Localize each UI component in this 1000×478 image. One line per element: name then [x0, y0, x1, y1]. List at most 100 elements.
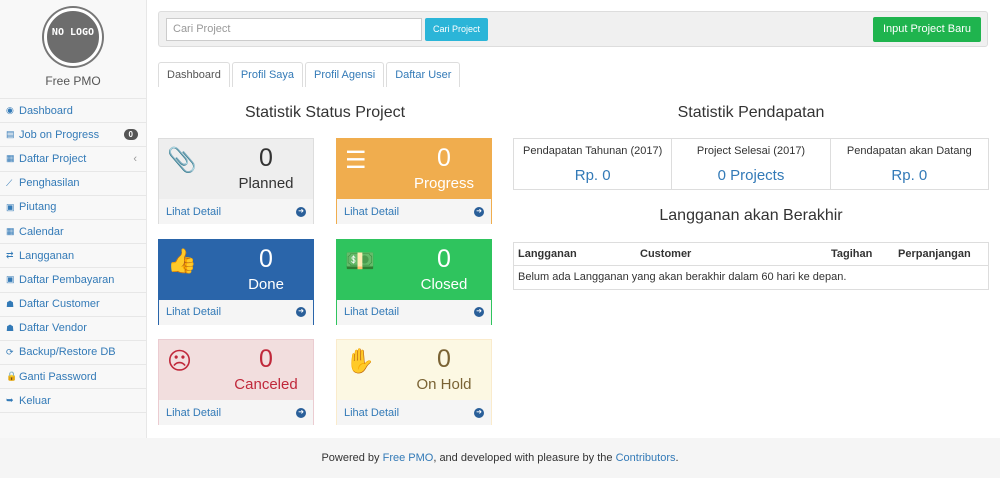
status-card-planned: 📎 0 Planned Lihat Detail ➜ — [158, 138, 314, 224]
money-icon: ▣ — [6, 274, 15, 285]
status-card-progress: ☰ 0 Progress Lihat Detail ➜ — [336, 138, 492, 224]
sidebar-item-label: Langganan — [19, 249, 75, 262]
status-card-closed: 💵 0 Closed Lihat Detail ➜ — [336, 238, 492, 325]
view-detail-label: Lihat Detail — [344, 205, 400, 218]
income-stat: Pendapatan akan Datang Rp. 0 — [831, 139, 988, 189]
sidebar-item-langganan[interactable]: ⇄ Langganan — [0, 244, 146, 269]
arrow-circle-right-icon: ➜ — [296, 206, 306, 217]
sidebar-item-backup-restore-db[interactable]: ⟳ Backup/Restore DB — [0, 341, 146, 366]
view-detail-link[interactable]: Lihat Detail ➜ — [337, 400, 491, 425]
arrow-circle-right-icon: ➜ — [474, 206, 484, 217]
search-button[interactable]: Cari Project — [425, 18, 489, 41]
view-detail-link[interactable]: Lihat Detail ➜ — [159, 299, 313, 325]
sidebar-item-job-on-progress[interactable]: ▤ Job on Progress 0 — [0, 123, 146, 148]
card-body: ☹ 0 Canceled — [159, 340, 313, 400]
sidebar: NO LOGO Free PMO ◉ Dashboard ▤ Job on Progr… — [0, 0, 147, 438]
hand-stop-icon: ✋ — [345, 348, 375, 375]
tab-dashboard[interactable]: Dashboard — [158, 62, 230, 87]
tab-profil-agensi[interactable]: Profil Agensi — [305, 62, 385, 87]
line-chart-icon: ⟋ — [6, 177, 13, 188]
sidebar-item-label: Daftar Pembayaran — [19, 273, 115, 286]
new-project-button[interactable]: Input Project Baru — [872, 17, 981, 42]
sidebar-item-piutang[interactable]: ▣ Piutang — [0, 196, 146, 220]
income-stat: Project Selesai (2017) 0 Projects — [672, 139, 831, 189]
retweet-icon: ⇄ — [6, 250, 14, 261]
view-detail-link[interactable]: Lihat Detail ➜ — [159, 199, 313, 224]
brand-name: Free PMO — [45, 74, 101, 88]
expiring-table: Langganan Customer Tagihan Perpanjangan … — [513, 242, 989, 290]
table-header: Langganan Customer Tagihan Perpanjangan — [514, 243, 988, 266]
sidebar-item-penghasilan[interactable]: ⟋ Penghasilan — [0, 172, 146, 196]
card-count: 0 — [437, 144, 451, 172]
free-pmo-link[interactable]: Free PMO — [382, 452, 434, 464]
footer: Powered by Free PMO, and developed with … — [0, 438, 1000, 478]
column-header: Customer — [640, 248, 692, 260]
sidebar-item-label: Calendar — [19, 225, 64, 238]
column-header: Tagihan — [831, 248, 873, 260]
tab-daftar-user[interactable]: Daftar User — [386, 62, 461, 87]
expiring-title: Langganan akan Berakhir — [659, 207, 843, 224]
card-label: Done — [248, 275, 284, 293]
stat-label: Project Selesai (2017) — [696, 145, 806, 157]
sidebar-item-label: Backup/Restore DB — [19, 346, 116, 359]
footer-text: . — [675, 452, 679, 464]
sidebar-item-daftar-customer[interactable]: ☗ Daftar Customer — [0, 293, 146, 317]
count-badge: 0 — [123, 129, 138, 141]
users-icon: ☗ — [6, 322, 15, 333]
card-body: 👍 0 Done — [159, 239, 313, 300]
card-label: Canceled — [234, 376, 298, 393]
income-stats: Pendapatan Tahunan (2017) Rp. 0 Project Se… — [513, 138, 989, 190]
thumbs-up-icon: 👍 — [167, 247, 197, 275]
sidebar-item-keluar[interactable]: ➥ Keluar — [0, 389, 146, 414]
card-count: 0 — [259, 144, 273, 172]
view-detail-label: Lihat Detail — [166, 205, 222, 218]
arrow-circle-right-icon: ➜ — [296, 407, 306, 418]
sidebar-item-daftar-project[interactable]: ▦ Daftar Project ‹ — [0, 147, 146, 172]
sign-out-icon: ➥ — [6, 395, 14, 406]
view-detail-link[interactable]: Lihat Detail ➜ — [159, 400, 313, 425]
sidebar-item-daftar-vendor[interactable]: ☗ Daftar Vendor — [0, 317, 146, 341]
view-detail-link[interactable]: Lihat Detail ➜ — [337, 299, 491, 325]
sidebar-item-label: Ganti Password — [19, 370, 97, 383]
status-card-done: 👍 0 Done Lihat Detail ➜ — [158, 238, 314, 325]
paperclip-icon: 📎 — [167, 147, 197, 174]
empty-row: Belum ada Langganan yang akan berakhir d… — [518, 271, 847, 283]
arrow-circle-right-icon: ➜ — [474, 407, 484, 418]
chevron-left-icon[interactable]: ‹ — [133, 152, 137, 165]
sidebar-nav: ◉ Dashboard ▤ Job on Progress 0 ▦ Daftar Proje… — [0, 98, 146, 414]
stat-value: Rp. 0 — [574, 167, 611, 184]
sidebar-item-dashboard[interactable]: ◉ Dashboard — [0, 99, 146, 124]
view-detail-label: Lihat Detail — [166, 406, 222, 419]
stat-label: Pendapatan Tahunan (2017) — [523, 145, 663, 157]
tab-profil-saya[interactable]: Profil Saya — [231, 62, 304, 87]
sidebar-item-ganti-password[interactable]: 🔒 Ganti Password — [0, 365, 146, 390]
status-title: Statistik Status Project — [244, 104, 406, 121]
arrow-circle-right-icon: ➜ — [296, 307, 306, 317]
card-count: 0 — [437, 244, 451, 273]
tasks-icon: ▤ — [6, 129, 15, 140]
view-detail-link[interactable]: Lihat Detail ➜ — [337, 199, 491, 224]
sidebar-item-label: Daftar Customer — [19, 298, 100, 311]
dashboard-icon: ◉ — [6, 105, 14, 116]
server-icon: ☰ — [345, 147, 367, 174]
income-stat: Pendapatan Tahunan (2017) Rp. 0 — [514, 139, 673, 189]
card-body: ☰ 0 Progress — [337, 139, 491, 199]
stat-value: 0 Projects — [717, 167, 785, 184]
users-icon: ☗ — [6, 298, 15, 309]
stat-label: Pendapatan akan Datang — [846, 145, 972, 157]
lock-icon: 🔒 — [6, 371, 18, 382]
sidebar-item-label: Job on Progress — [19, 128, 100, 141]
sidebar-item-label: Dashboard — [19, 104, 73, 117]
money-icon: 💵 — [345, 247, 375, 275]
contributors-link[interactable]: Contributors — [615, 452, 676, 464]
sidebar-item-calendar[interactable]: ▦ Calendar — [0, 220, 146, 245]
sidebar-item-label: Piutang — [19, 201, 57, 214]
search-input[interactable]: Cari Project — [166, 18, 422, 41]
footer-text: Powered by — [321, 452, 383, 464]
sidebar-item-daftar-pembayaran[interactable]: ▣ Daftar Pembayaran — [0, 268, 146, 293]
card-count: 0 — [259, 345, 273, 373]
refresh-icon: ⟳ — [6, 346, 14, 357]
money-icon: ▣ — [6, 201, 15, 212]
sidebar-item-label: Keluar — [19, 394, 51, 407]
card-label: Closed — [420, 275, 468, 293]
